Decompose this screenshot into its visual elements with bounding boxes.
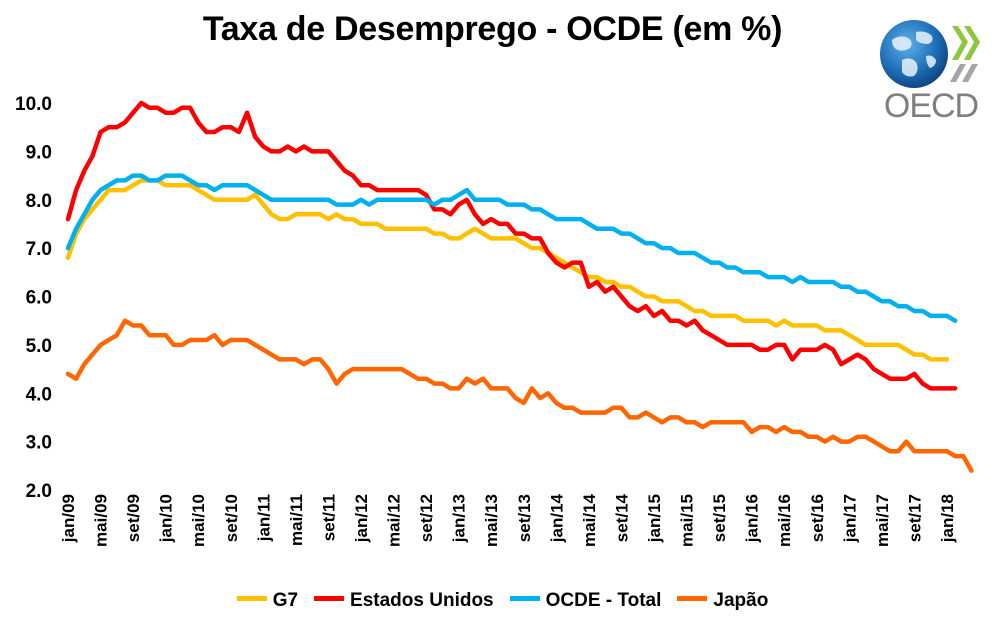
x-tick-label: jan/16 [743,494,762,543]
legend-swatch [314,596,345,602]
legend-label: G7 [272,590,299,611]
x-tick-label: mai/09 [92,494,111,547]
series-line-estados-unidos [65,100,958,391]
x-tick-label: set/12 [417,494,436,542]
y-tick-label: 5.0 [26,336,52,357]
x-axis: jan/09 mai/09 set/09 jan/10 mai/10 set/10 jan/… [59,493,957,546]
legend-swatch [677,596,708,602]
y-tick-label: 4.0 [26,384,52,405]
y-tick-label: 7.0 [26,239,52,260]
x-tick-label: set/10 [222,494,241,542]
series-line-jap-o [65,318,974,473]
x-tick-label: jan/18 [938,494,957,543]
legend-swatch [509,596,540,602]
legend-item: Japão [677,590,768,612]
x-tick-label: set/17 [905,494,924,542]
series-line-g7 [65,178,950,362]
x-tick-label: set/15 [710,494,729,542]
legend-label: Japão [713,590,769,611]
y-tick-label: 2.0 [26,481,52,502]
x-tick-label: jan/11 [254,494,273,542]
chevron-icon [952,26,968,60]
globe-icon [880,20,948,88]
x-tick-label: jan/14 [547,493,566,543]
y-tick-label: 3.0 [26,433,52,454]
x-tick-label: set/13 [515,494,534,542]
x-tick-label: mai/11 [287,494,306,546]
x-tick-label: mai/12 [385,494,404,547]
legend-label: Estados Unidos [350,590,494,611]
y-tick-label: 9.0 [26,142,52,163]
x-tick-label: set/14 [612,493,631,542]
x-tick-label: mai/16 [775,494,794,547]
logo-text: OECD [884,87,978,122]
x-tick-label: jan/09 [59,494,78,543]
series-lines [65,100,974,473]
x-tick-label: mai/13 [482,494,501,547]
legend: G7 Estados Unidos OCDE - Total Japão [0,590,1005,612]
y-tick-label: 10.0 [15,94,52,115]
chart-title: Taxa de Desemprego - OCDE (em %) [202,10,783,48]
x-tick-label: jan/13 [450,494,469,543]
x-tick-label: set/11 [319,494,338,541]
x-tick-label: mai/14 [580,493,599,546]
legend-label: OCDE - Total [545,590,662,611]
x-tick-label: mai/15 [678,494,697,547]
y-tick-label: 8.0 [26,191,52,212]
x-tick-label: jan/17 [840,494,859,543]
x-tick-label: mai/17 [873,494,892,547]
y-axis: 2.0 3.0 4.0 5.0 6.0 7.0 8.0 9.0 10.0 [15,94,52,502]
legend-item: G7 [236,590,299,612]
oecd-logo: OECD [880,20,980,122]
line-chart: 2.0 3.0 4.0 5.0 6.0 7.0 8.0 9.0 10.0 jan/09 mai/0… [15,94,974,547]
series-line-ocde-total [65,173,958,323]
legend-item: OCDE - Total [509,590,662,612]
x-tick-label: jan/10 [157,494,176,543]
x-tick-label: jan/15 [645,494,664,543]
legend-swatch [236,596,267,602]
x-tick-label: jan/12 [352,494,371,543]
x-tick-label: set/09 [124,494,143,542]
legend-item: Estados Unidos [314,590,494,612]
y-tick-label: 6.0 [26,288,52,309]
x-tick-label: mai/10 [189,494,208,547]
x-tick-label: set/16 [808,494,827,542]
